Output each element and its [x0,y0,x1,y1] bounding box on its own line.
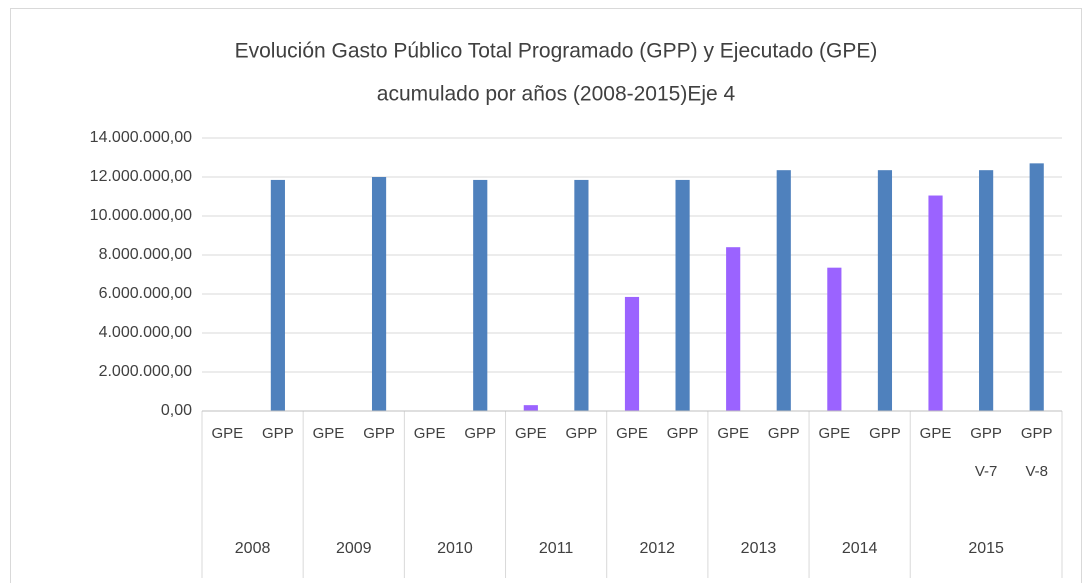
bar [574,179,589,411]
x-tick-label: GPP [363,425,395,442]
bar [979,170,994,411]
x-tick-label-box: GPP V-7 [970,425,1002,480]
x-tick-label-box: GPE [211,425,244,442]
x-tick-label: GPP V-8 [1020,425,1053,480]
x-tick-label-box: GPE [312,425,345,442]
x-tick-label: GPE [211,425,244,442]
bar [1029,163,1044,411]
bar [523,405,538,411]
x-tick-label-box: GPP [767,425,800,442]
x-tick-label: GPP [262,425,294,442]
x-tick-label: GPP [666,425,699,442]
chart-border [10,8,1082,583]
y-tick-label: 8.000.000,00 [99,246,193,263]
y-tick-label: 0,00 [161,402,192,419]
y-tick-label: 10.000.000,00 [90,207,192,224]
chart-title: acumulado por años (2008-2015)Eje 4 [377,83,736,106]
x-tick-label-box: GPE [514,425,547,442]
x-tick-label-box: GPP [464,425,497,442]
y-tick-label: 6.000.000,00 [99,285,193,302]
y-tick-label: 4.000.000,00 [99,324,193,341]
x-tick-label: GPE [818,425,851,442]
bar [928,195,943,411]
x-tick-label-box: GPE [919,425,952,442]
x-tick-label: GPP [869,425,901,442]
x-tick-label: GPE [514,425,547,442]
bar [624,296,640,411]
bar [776,170,791,411]
x-tick-label-box: GPP V-8 [1020,425,1053,480]
group-label: 2012 [639,540,675,557]
x-tick-label-box: GPP [363,425,395,442]
x-tick-label: GPP [464,425,497,442]
group-label: 2013 [741,540,777,557]
x-tick-label-box: GPE [818,425,851,442]
x-tick-label: GPP [565,425,598,442]
x-tick-label: GPP [767,425,800,442]
y-tick-label: 12.000.000,00 [90,168,192,185]
chart-title: Evolución Gasto Público Total Programado… [235,40,878,63]
bar [371,177,387,411]
bar [726,247,741,411]
group-label: 2015 [968,540,1004,557]
bar [675,179,690,411]
y-tick-label: 14.000.000,00 [90,129,192,146]
x-tick-label-box: GPP [869,425,901,442]
y-tick-label: 2.000.000,00 [99,363,193,380]
x-tick-label-box: GPP [262,425,294,442]
bar [473,179,488,411]
x-tick-label-box: GPE [413,425,446,442]
group-label: 2014 [842,540,878,557]
group-label: 2008 [235,540,271,557]
x-tick-label-box: GPP [565,425,598,442]
group-label: 2010 [437,540,473,557]
bar [877,170,893,411]
x-tick-label: GPE [919,425,952,442]
x-tick-label: GPE [312,425,345,442]
bar [270,179,285,411]
x-tick-label: GPE [717,425,749,442]
x-tick-label-box: GPP [666,425,699,442]
x-tick-label: GPE [413,425,446,442]
x-tick-label-box: GPE [616,425,648,442]
bar [827,267,842,411]
group-label: 2011 [539,540,574,557]
x-tick-label-box: GPE [717,425,749,442]
x-tick-label: GPP V-7 [970,425,1002,480]
group-label: 2009 [336,540,372,557]
x-tick-label: GPE [616,425,648,442]
